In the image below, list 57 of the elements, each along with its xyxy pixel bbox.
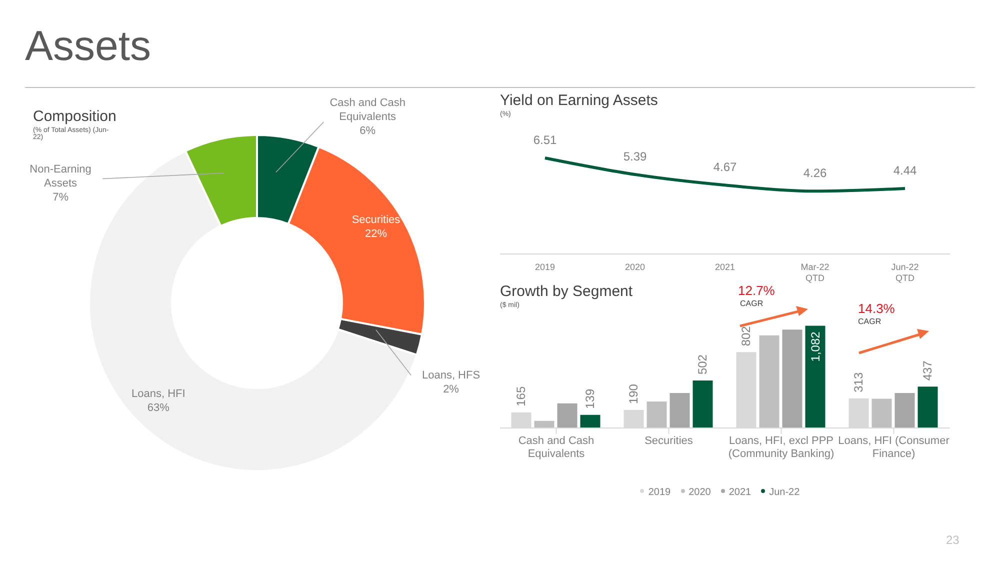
annotation: CAGR (858, 317, 882, 326)
legend-label: 2021 (728, 487, 752, 498)
slice-label: Securities (352, 214, 401, 226)
bar (894, 393, 915, 428)
x-tick-label: Mar-22 QTD (800, 262, 830, 283)
legend-label: 2019 (648, 487, 671, 498)
bar (805, 326, 826, 428)
x-tick-label: Loans, HFI (Consumer Finance) (838, 435, 950, 460)
data-label: 5.39 (623, 149, 647, 164)
data-label: 802 (739, 326, 754, 346)
data-label: 502 (696, 354, 710, 375)
bar (670, 393, 690, 428)
bar (580, 414, 600, 428)
x-tick-label: Jun-22 QTD (891, 262, 919, 283)
data-label: 165 (514, 386, 528, 406)
data-label: 1,082 (808, 331, 822, 362)
chart-title: Growth by Segment (500, 283, 633, 300)
data-label: 63% (147, 402, 170, 414)
text: 23 (946, 533, 960, 547)
x-tick-label: 2021 (714, 262, 736, 272)
bar (759, 335, 780, 428)
slice-label: Loans, HFI (132, 388, 186, 400)
bar (918, 386, 938, 428)
x-tick-label: Cash and Cash Equivalents (518, 435, 594, 460)
text: 14.3% (858, 301, 895, 316)
legend-label: Jun-22 (769, 487, 800, 498)
data-label: 22% (364, 228, 388, 240)
data-label: 437 (920, 360, 935, 381)
x-tick-label: 2019 (534, 262, 556, 272)
chart-title: Yield on Earning Assets (500, 92, 658, 109)
data-label: 313 (852, 372, 866, 392)
x-tick-label: Securities (644, 435, 694, 447)
bar (534, 420, 554, 428)
bar (872, 398, 892, 428)
data-label: 6.51 (533, 132, 557, 147)
bar (557, 403, 578, 428)
legend-label: 2020 (688, 487, 711, 498)
x-tick-label: Loans, HFI, excl PPP (Community Banking) (728, 435, 834, 460)
bar (692, 380, 713, 428)
bar (782, 330, 802, 428)
data-label: 139 (583, 388, 598, 409)
data-label: 2% (443, 383, 460, 396)
text: Assets (25, 22, 152, 70)
text: 12.7% (738, 283, 775, 298)
data-label: 4.26 (803, 166, 827, 180)
slice-label: Loans, HFS (422, 369, 480, 382)
data-label: 4.67 (713, 160, 737, 174)
data-label: 7% (52, 192, 69, 204)
slice-label: Non-Earning Assets (30, 164, 92, 190)
data-label: 190 (626, 384, 641, 404)
data-label: 6% (360, 125, 376, 137)
data-label: 4.44 (893, 164, 917, 178)
text: Composition (33, 108, 116, 125)
slice-label: Cash and Cash Equivalents (330, 97, 406, 123)
bar (646, 402, 667, 428)
text: CAGR (740, 299, 764, 308)
x-tick-label: 2020 (624, 262, 646, 272)
